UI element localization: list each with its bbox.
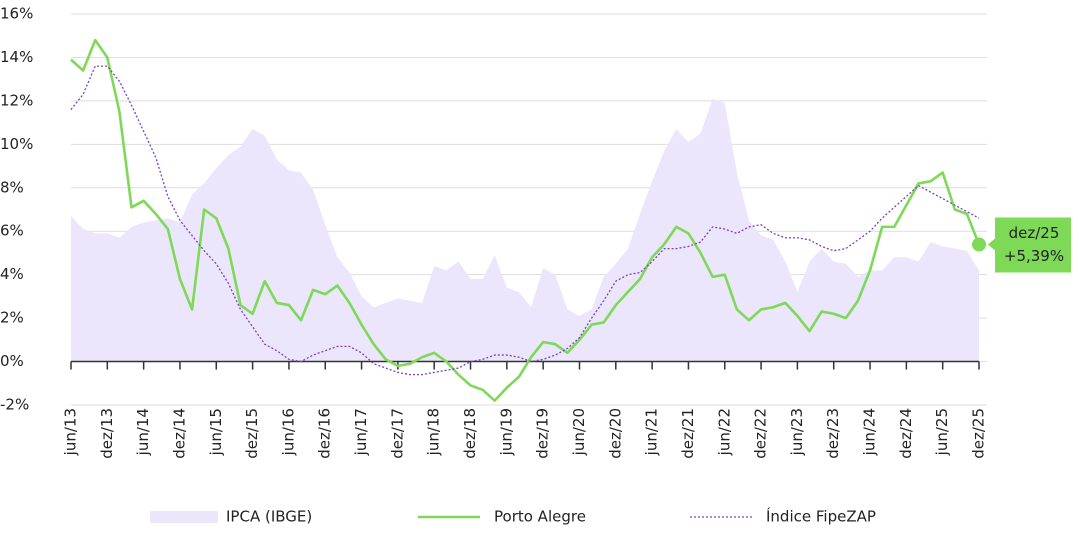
x-tick-label: dez/24	[897, 408, 915, 459]
legend-swatch	[150, 511, 218, 523]
y-tick-label: 2%	[0, 309, 24, 327]
x-tick-label: dez/19	[534, 408, 552, 459]
x-tick-label: jun/13	[62, 408, 80, 456]
annotation-box	[988, 217, 1071, 273]
legend-item: IPCA (IBGE)	[150, 508, 312, 526]
y-tick-label: 0%	[0, 352, 24, 370]
y-tick-label: 8%	[0, 178, 24, 196]
y-tick-label: 6%	[0, 222, 24, 240]
x-tick-label: jun/21	[643, 408, 661, 456]
x-tick-label: jun/20	[570, 408, 588, 456]
x-tick-label: dez/14	[170, 408, 188, 459]
line	[70, 65, 980, 376]
x-tick-label: dez/13	[98, 408, 116, 459]
x-tick-label: dez/16	[316, 408, 334, 459]
x-tick-label: jun/14	[134, 408, 152, 456]
x-tick-label: dez/22	[752, 408, 770, 459]
x-tick-label: jun/17	[352, 408, 370, 456]
x-tick-label: jun/15	[207, 408, 225, 456]
x-tick-label: dez/25	[970, 408, 988, 459]
legend-label: IPCA (IBGE)	[226, 508, 312, 526]
line	[70, 38, 981, 402]
y-tick-label: 14%	[0, 48, 33, 66]
area	[71, 98, 979, 362]
x-tick-label: dez/15	[243, 408, 261, 459]
x-tick-label: dez/23	[824, 408, 842, 459]
x-tick-label: dez/21	[679, 408, 697, 459]
x-tick-label: jun/22	[715, 408, 733, 456]
x-tick-label: dez/18	[461, 408, 479, 459]
x-tick-label: dez/17	[388, 408, 406, 459]
y-tick-label: 4%	[0, 265, 24, 283]
annotation-label: dez/25	[1009, 224, 1060, 242]
x-tick-label: jun/16	[279, 408, 297, 456]
x-tick-label: jun/19	[497, 408, 515, 456]
end-point	[972, 237, 986, 252]
x-tick-label: jun/25	[933, 408, 951, 456]
x-tick-label: jun/24	[861, 408, 879, 456]
legend-label: Porto Alegre	[494, 508, 586, 526]
y-tick-label: 16%	[0, 5, 33, 23]
y-tick-label: 12%	[0, 91, 33, 109]
annotation-value: +5,39%	[1004, 247, 1064, 265]
legend-item: Porto Alegre	[418, 508, 586, 526]
x-tick-label: jun/18	[425, 408, 443, 456]
x-tick-label: jun/23	[788, 408, 806, 456]
y-tick-label: -2%	[0, 396, 29, 414]
legend-label: Índice FipeZAP	[766, 507, 876, 526]
x-tick-label: dez/20	[606, 408, 624, 459]
y-tick-label: 10%	[0, 135, 33, 153]
legend-item: Índice FipeZAP	[690, 507, 876, 526]
